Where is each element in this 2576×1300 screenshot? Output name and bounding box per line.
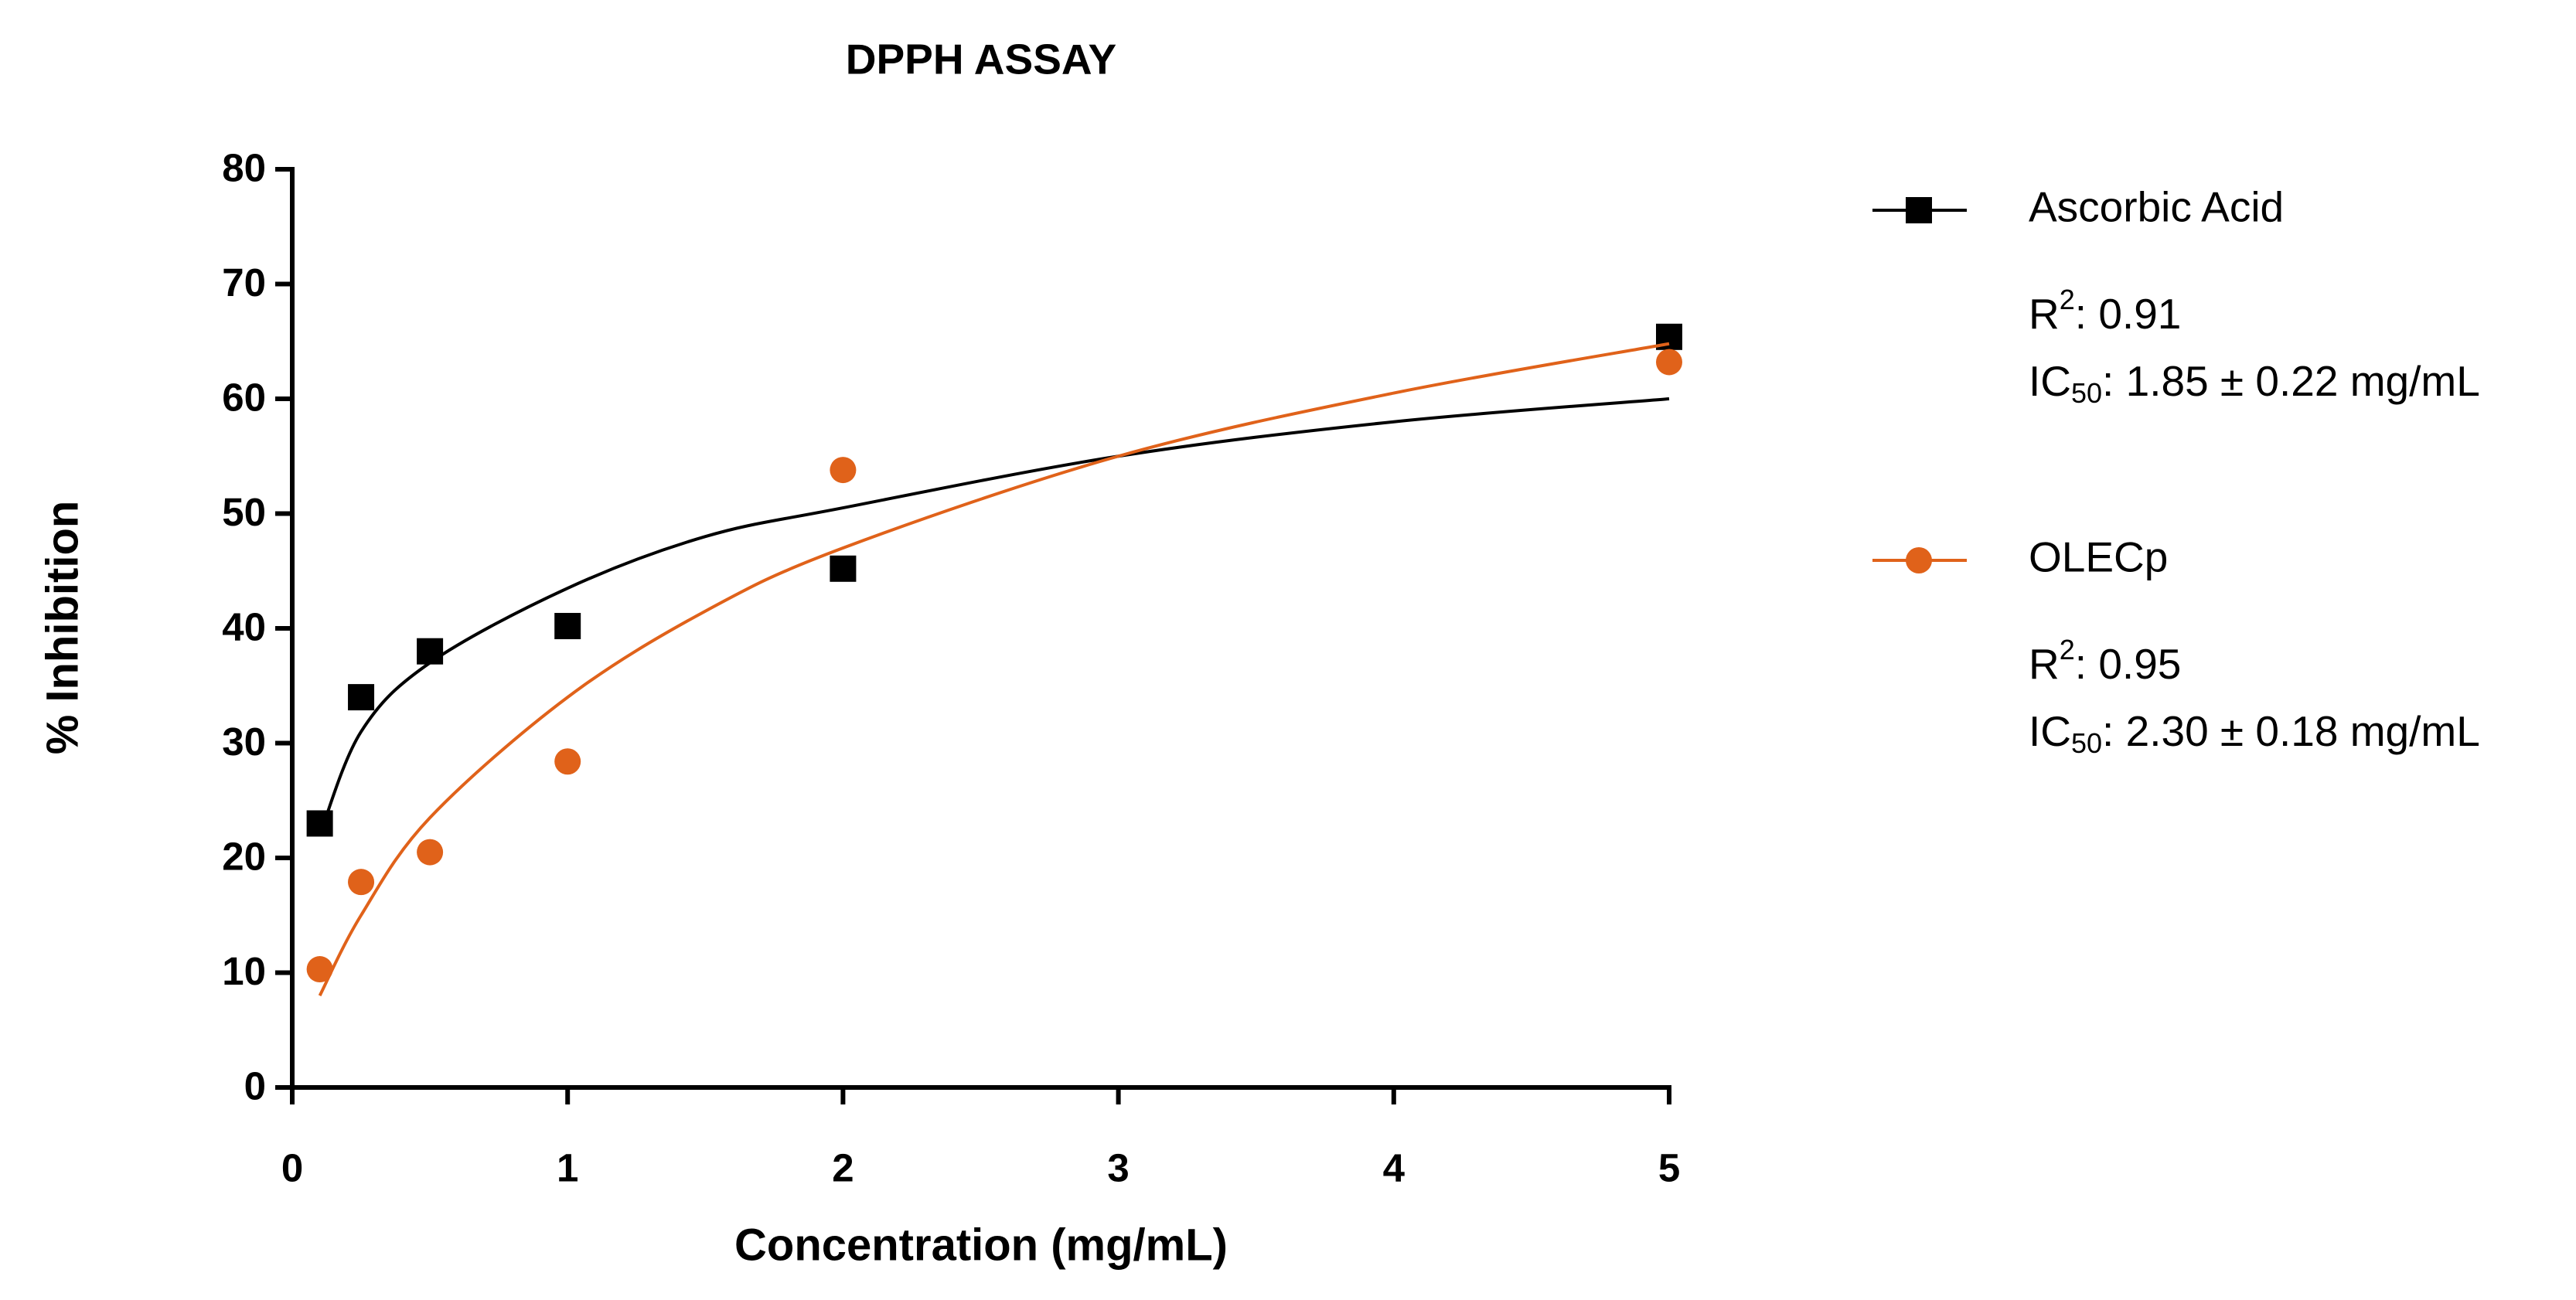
subscript: 50: [2071, 727, 2102, 759]
superscript: 2: [2060, 634, 2075, 665]
legend-label: OLECp: [2029, 533, 2168, 581]
fit-curve: [318, 397, 1670, 836]
y-tick-label: 80: [222, 145, 266, 189]
marker: [348, 684, 375, 711]
superscript: 2: [2060, 284, 2075, 315]
stat-text: IC: [2029, 707, 2071, 755]
x-tick-label: 5: [1658, 1145, 1680, 1189]
y-tick-label: 50: [222, 490, 266, 534]
y-tick-label: 40: [222, 604, 266, 648]
marker: [417, 839, 444, 866]
marker: [554, 748, 581, 775]
stat-text: : 0.95: [2075, 640, 2182, 688]
x-tick-label: 1: [557, 1145, 578, 1189]
marker: [306, 956, 333, 983]
subscript: 50: [2071, 377, 2102, 409]
chart-title: DPPH ASSAY: [846, 36, 1117, 83]
legend-label: Ascorbic Acid: [2029, 183, 2284, 231]
marker: [830, 555, 857, 582]
marker: [554, 613, 581, 640]
y-tick-label: 20: [222, 834, 266, 878]
stat-text: : 0.91: [2075, 290, 2182, 338]
x-tick-label: 3: [1107, 1145, 1129, 1189]
stat-text: IC: [2029, 357, 2071, 405]
x-tick-label: 4: [1383, 1145, 1406, 1189]
legend-stat: R2: 0.95: [2029, 634, 2181, 688]
marker: [348, 869, 375, 896]
x-tick-label: 2: [832, 1145, 854, 1189]
y-tick-label: 10: [222, 949, 266, 993]
marker: [1656, 349, 1682, 376]
legend-stat: R2: 0.91: [2029, 284, 2181, 338]
y-tick-label: 0: [244, 1063, 266, 1108]
x-tick-label: 0: [281, 1145, 303, 1189]
legend-marker: [1906, 547, 1932, 573]
x-axis-label: Concentration (mg/mL): [734, 1220, 1228, 1270]
y-tick-label: 60: [222, 375, 266, 419]
marker: [830, 457, 857, 484]
stat-text: : 1.85 ± 0.22 mg/mL: [2102, 357, 2480, 405]
y-tick-label: 70: [222, 260, 266, 305]
fit-curve: [318, 342, 1670, 997]
stat-text: R: [2029, 290, 2060, 338]
marker: [417, 638, 444, 665]
stat-text: : 2.30 ± 0.18 mg/mL: [2102, 707, 2480, 755]
marker: [306, 810, 333, 837]
y-axis-label: % Inhibition: [37, 501, 87, 755]
y-tick-label: 30: [222, 720, 266, 764]
legend-marker: [1906, 197, 1932, 223]
legend-stat: IC50: 2.30 ± 0.18 mg/mL: [2029, 707, 2480, 759]
legend-stat: IC50: 1.85 ± 0.22 mg/mL: [2029, 357, 2480, 409]
stat-text: R: [2029, 640, 2060, 688]
